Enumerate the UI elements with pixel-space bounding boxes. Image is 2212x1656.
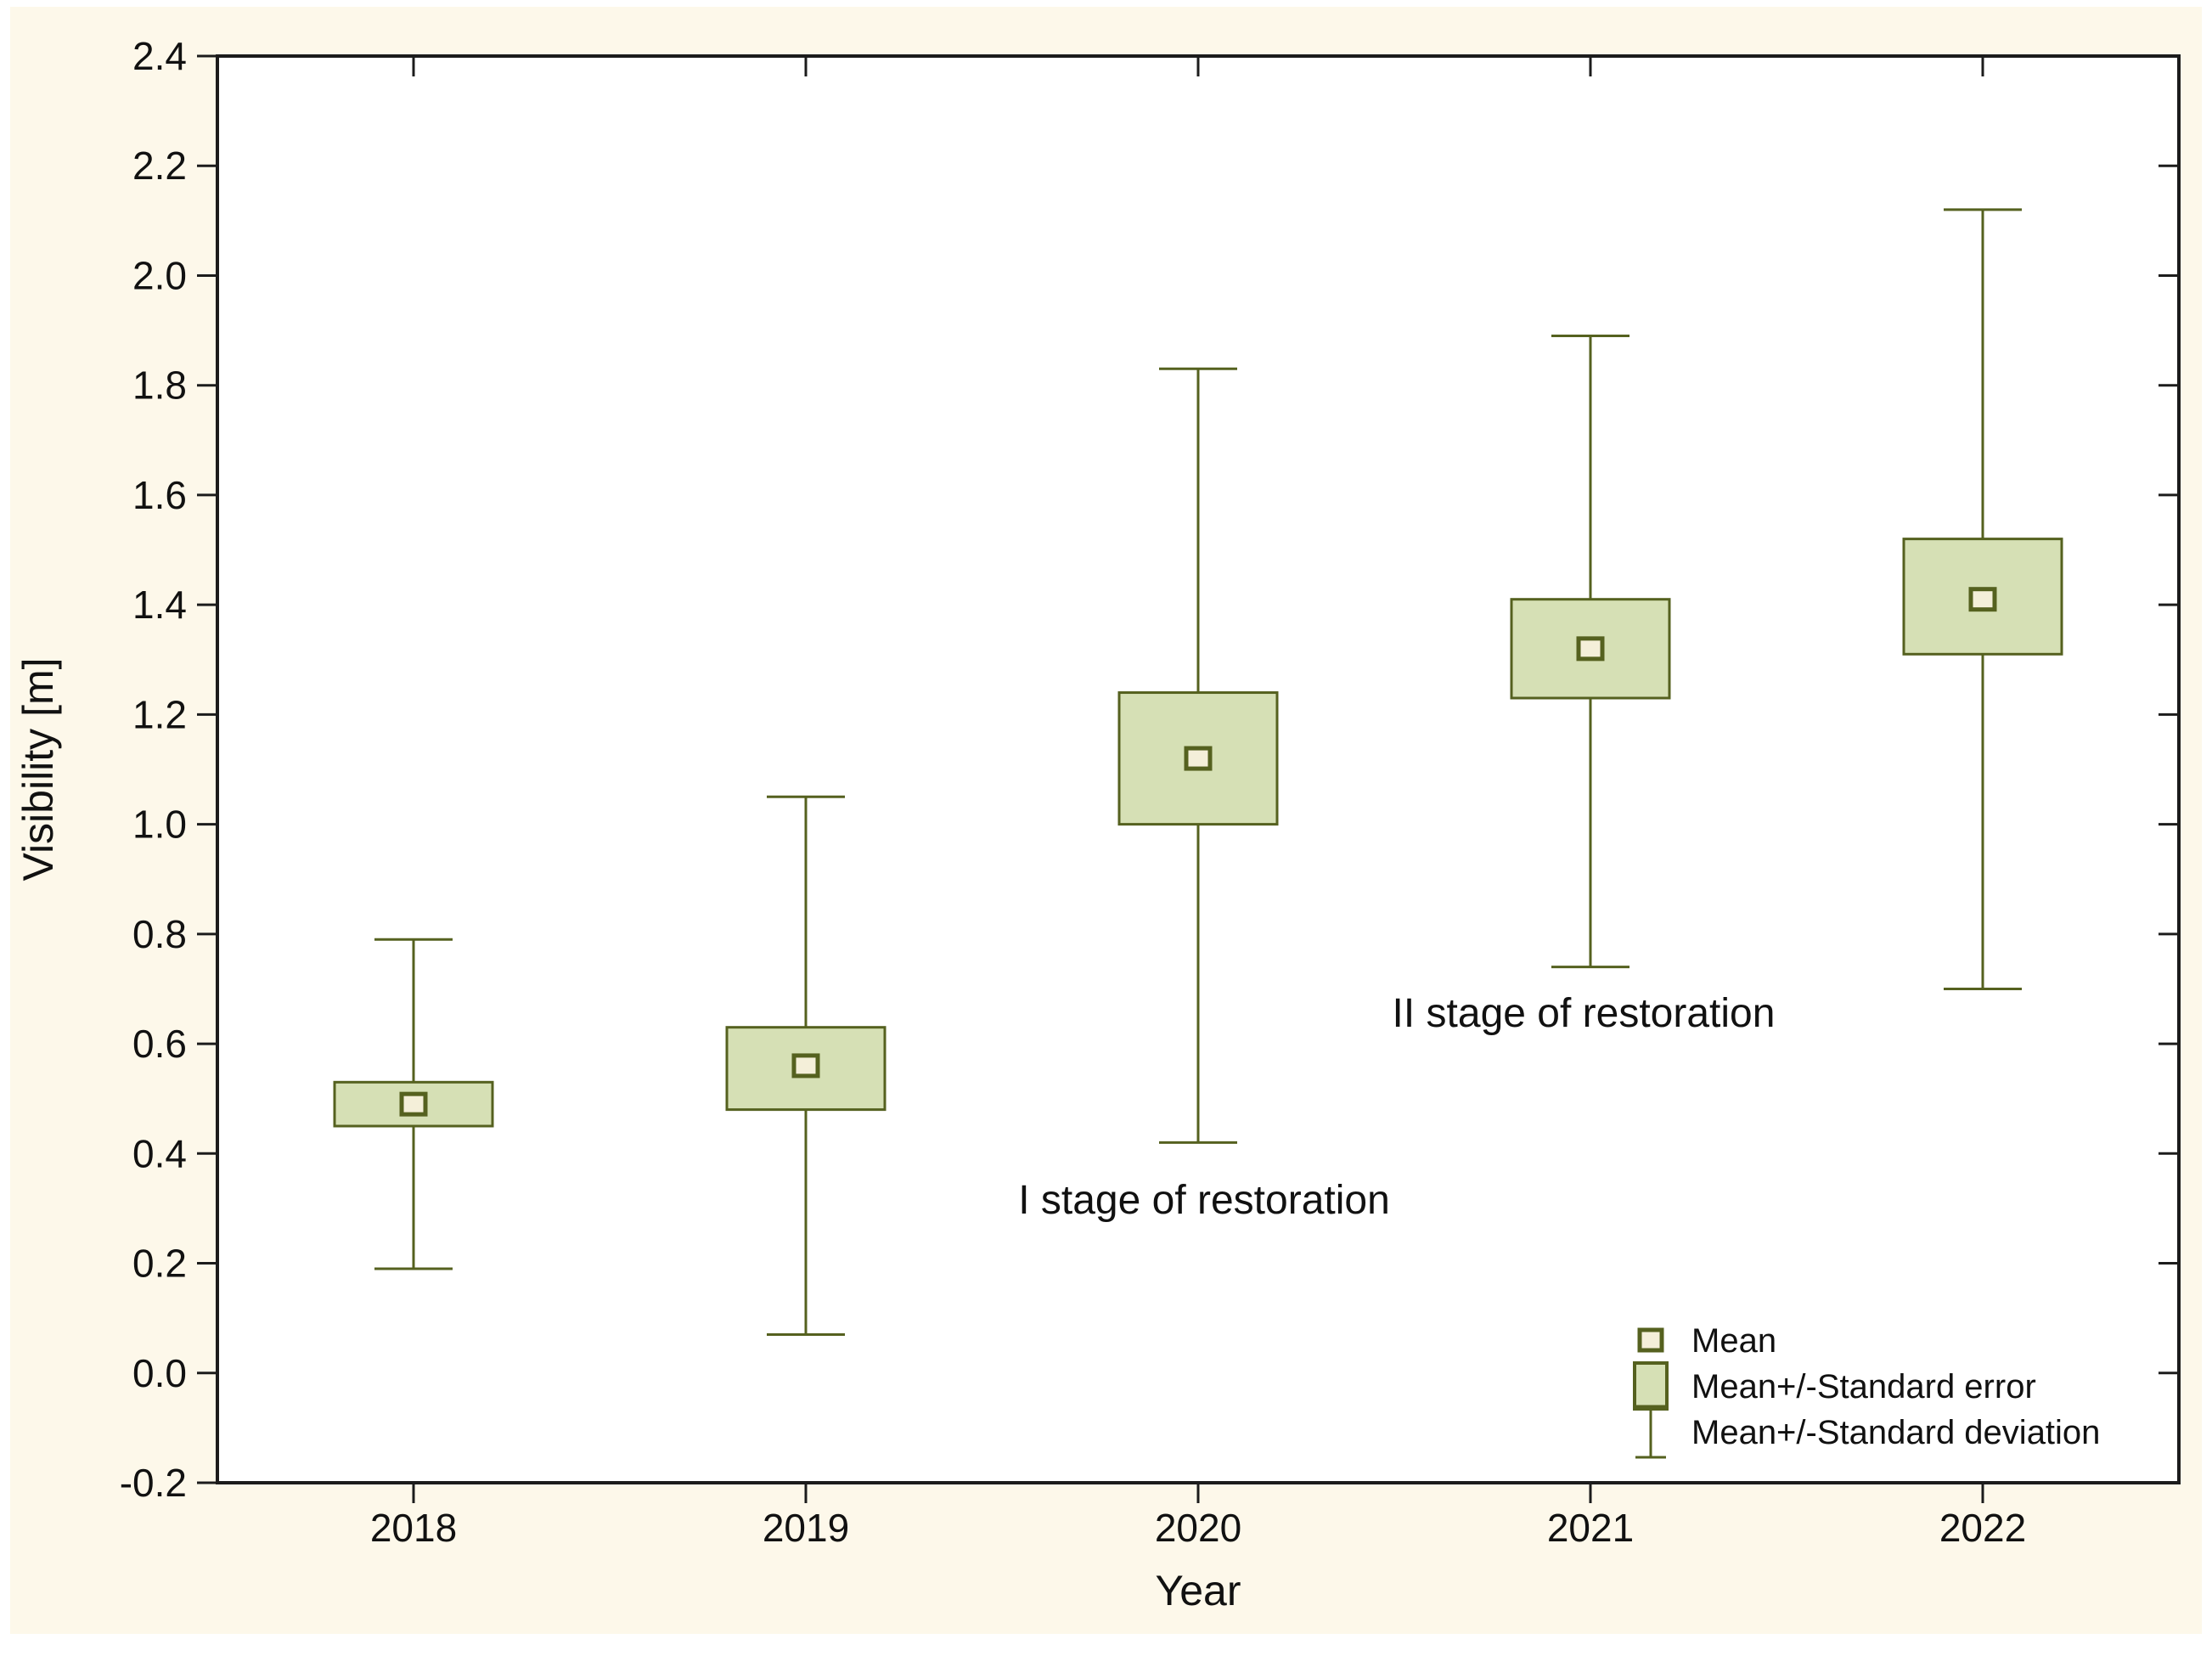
y-axis-tick-label: -0.2 — [120, 1461, 187, 1505]
box-group-2018 — [333, 938, 494, 1270]
y-axis-tick-label: 1.4 — [132, 583, 187, 627]
mean-marker — [1576, 636, 1605, 662]
mean-marker — [1968, 587, 1997, 612]
mean-marker — [399, 1091, 428, 1117]
y-axis-tick-label: 0.2 — [132, 1242, 187, 1286]
y-axis-tick-label: 2.4 — [132, 34, 187, 78]
se-box-icon — [1633, 1361, 1669, 1411]
x-axis-tick-label: 2018 — [370, 1506, 457, 1550]
x-axis-tick-label: 2019 — [763, 1506, 849, 1550]
y-axis-tick-label: 1.2 — [132, 692, 187, 736]
y-axis-tick-label: 2.0 — [132, 253, 187, 297]
box-group-2019 — [725, 795, 886, 1337]
y-axis-title: Visibility [m] — [14, 657, 62, 881]
legend-label: Mean+/-Standard error — [1691, 1368, 2036, 1405]
x-axis-title: Year — [1155, 1567, 1241, 1614]
legend-label: Mean+/-Standard deviation — [1691, 1414, 2100, 1451]
y-axis-tick-label: 0.4 — [132, 1131, 187, 1175]
x-axis-tick-label: 2020 — [1155, 1506, 1241, 1550]
box-group-2021 — [1510, 335, 1671, 969]
mean-marker — [1184, 746, 1213, 771]
annotation-label: I stage of restoration — [1018, 1178, 1390, 1223]
box-group-2022 — [1902, 208, 2063, 990]
y-axis-tick-label: 0.0 — [132, 1351, 187, 1395]
mean-marker-icon — [1637, 1327, 1664, 1353]
x-axis-tick-label: 2022 — [1939, 1506, 2026, 1550]
y-axis-tick-label: 1.6 — [132, 473, 187, 517]
annotation-label: II stage of restoration — [1393, 991, 1776, 1036]
y-axis-tick-label: 1.8 — [132, 363, 187, 408]
chart-canvas: 2.4 2.2 2.0 1.8 1.6 1.4 1.2 1.0 0.8 0.6 0.4 0.2 0.0 -… — [10, 7, 2202, 1634]
x-axis-tick-label: 2021 — [1547, 1506, 1634, 1550]
y-axis-tick-label: 0.8 — [132, 912, 187, 956]
mean-marker — [791, 1053, 820, 1079]
y-axis-tick-label: 2.2 — [132, 144, 187, 188]
y-axis-tick-label: 1.0 — [132, 803, 187, 847]
legend-label: Mean — [1691, 1322, 1776, 1360]
y-axis-tick-label: 0.6 — [132, 1022, 187, 1066]
box-plot-chart: 2.4 2.2 2.0 1.8 1.6 1.4 1.2 1.0 0.8 0.6 0.4 0.2 0.0 -… — [14, 34, 2181, 1614]
box-group-2020 — [1117, 367, 1279, 1144]
